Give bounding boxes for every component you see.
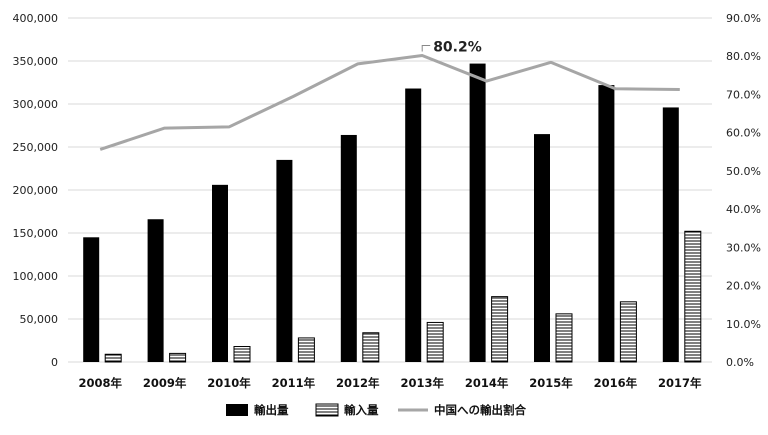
- export-bar: [598, 85, 615, 362]
- right-tick-label: 40.0%: [726, 203, 761, 216]
- import-bar: [233, 346, 251, 363]
- annotations: 80.2%: [421, 39, 482, 55]
- import-bar: [104, 353, 122, 363]
- right-tick-label: 30.0%: [726, 241, 761, 254]
- category-label: 2014年: [465, 376, 509, 390]
- export-bar: [662, 107, 679, 362]
- category-label: 2016年: [594, 376, 638, 390]
- import-bar: [619, 301, 637, 363]
- left-tick-label: 50,000: [20, 313, 59, 326]
- export-bar: [469, 63, 486, 363]
- left-tick-label: 250,000: [13, 141, 59, 154]
- left-tick-label: 0: [51, 356, 58, 369]
- left-tick-label: 300,000: [13, 98, 59, 111]
- category-label: 2013年: [400, 376, 444, 390]
- annotation-leader: [421, 44, 431, 52]
- left-tick-label: 400,000: [13, 12, 59, 25]
- import-bar: [491, 296, 509, 363]
- right-tick-label: 50.0%: [726, 165, 761, 178]
- right-tick-label: 90.0%: [726, 12, 761, 25]
- category-labels: 2008年 2009年 2010年 2011年 2012年 2013年 2014年 2015年…: [78, 376, 702, 390]
- legend-swatch-export: [226, 404, 248, 416]
- export-bar: [534, 134, 550, 362]
- right-tick-label: 20.0%: [726, 280, 761, 293]
- right-tick-label: 70.0%: [726, 88, 761, 101]
- ratio-line: [99, 53, 680, 151]
- bars: [83, 63, 702, 363]
- left-tick-label: 350,000: [13, 55, 59, 68]
- category-label: 2017年: [658, 376, 702, 390]
- left-axis: 0 50,000 100,000 150,000 200,000 250,000 300,0…: [13, 12, 59, 369]
- category-label: 2012年: [336, 376, 380, 390]
- import-bar: [684, 230, 702, 363]
- legend-swatch-import: [315, 403, 339, 417]
- legend-label-export: 輸出量: [254, 403, 289, 417]
- export-bar: [276, 159, 293, 362]
- legend: 輸出量 輸入量 中国への輸出割合: [226, 403, 526, 417]
- import-bar: [555, 313, 573, 363]
- right-tick-label: 60.0%: [726, 127, 761, 140]
- category-label: 2015年: [529, 376, 573, 390]
- category-label: 2010年: [207, 376, 251, 390]
- legend-label-import: 輸入量: [344, 403, 379, 417]
- left-tick-label: 150,000: [13, 227, 59, 240]
- import-bar: [297, 337, 315, 363]
- left-tick-label: 200,000: [13, 184, 59, 197]
- export-bar: [405, 88, 422, 363]
- gridlines: [68, 17, 712, 363]
- right-tick-label: 10.0%: [726, 318, 761, 331]
- import-bar: [169, 352, 187, 363]
- import-bar: [426, 321, 444, 363]
- right-tick-label: 0.0%: [726, 356, 754, 369]
- export-bar: [340, 134, 357, 362]
- legend-label-ratio: 中国への輸出割合: [434, 403, 526, 417]
- annotation-label: 80.2%: [433, 39, 482, 55]
- right-axis: 0.0% 10.0% 20.0% 30.0% 40.0% 50.0% 60.0% 70.0% 8…: [726, 12, 761, 369]
- export-bar: [147, 219, 164, 362]
- ratio-line-path: [99, 53, 680, 151]
- right-tick-label: 80.0%: [726, 50, 761, 63]
- import-bar: [362, 332, 380, 363]
- export-bar: [212, 184, 228, 362]
- export-bar: [83, 237, 100, 362]
- category-label: 2009年: [143, 376, 187, 390]
- category-label: 2008年: [78, 376, 122, 390]
- left-tick-label: 100,000: [13, 270, 59, 283]
- category-label: 2011年: [272, 376, 316, 390]
